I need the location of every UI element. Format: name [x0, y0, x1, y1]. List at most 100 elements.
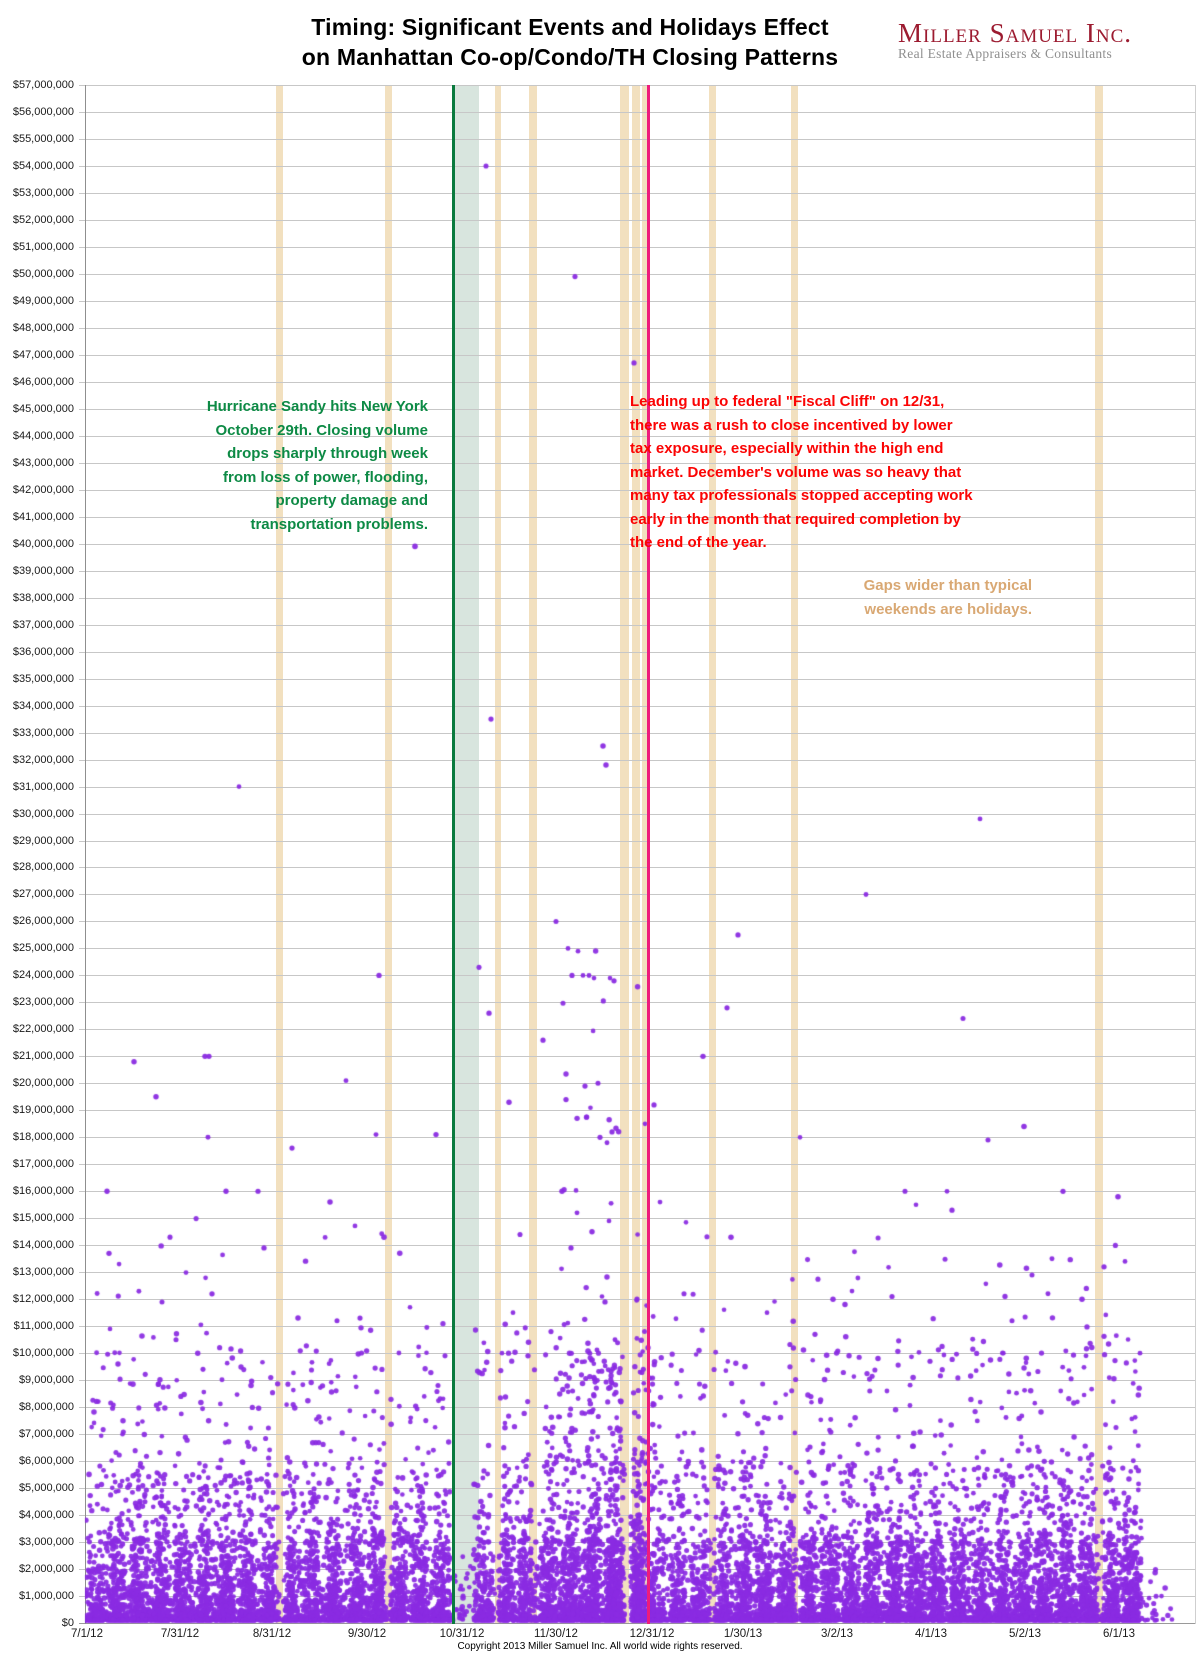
y-tick-label: $41,000,000: [12, 510, 74, 523]
hurricane-sandy-annotation: Hurricane Sandy hits New York October 29…: [206, 398, 428, 533]
gridline: [79, 705, 1196, 707]
memorial-day-holiday-band: [1095, 85, 1103, 1624]
y-tick-label: $11,000,000: [13, 1320, 74, 1333]
y-tick-label: $47,000,000: [12, 348, 74, 361]
gridline: [79, 1488, 1196, 1490]
gridline: [79, 1434, 1196, 1436]
gridline: [79, 1029, 1196, 1031]
y-tick-label: $42,000,000: [12, 483, 74, 496]
y-tick-label: $49,000,000: [12, 294, 74, 307]
gridline: [79, 1110, 1196, 1112]
christmas-holiday-band: [620, 85, 629, 1624]
hurricane-sandy-week-band: [455, 85, 479, 1624]
y-tick-label: $24,000,000: [12, 969, 74, 982]
y-tick-label: $30,000,000: [12, 807, 74, 820]
gridline: [79, 1326, 1196, 1328]
y-tick-label: $52,000,000: [12, 213, 74, 226]
y-tick-label: $17,000,000: [12, 1158, 74, 1171]
gridline: [79, 1137, 1196, 1139]
y-tick-label: $31,000,000: [12, 780, 74, 793]
y-tick-label: $57,000,000: [12, 79, 74, 91]
y-tick-label: $33,000,000: [12, 726, 74, 739]
y-tick-label: $19,000,000: [12, 1104, 74, 1117]
holiday-gaps-annotation: Gaps wider than typical weekends are hol…: [863, 577, 1032, 618]
gridline: [79, 1353, 1196, 1355]
y-tick-label: $54,000,000: [12, 159, 74, 172]
y-tick-label: $38,000,000: [12, 591, 74, 604]
gridline: [79, 948, 1196, 950]
y-tick-label: $45,000,000: [12, 402, 74, 415]
gridline: [79, 165, 1196, 167]
y-tick-label: $53,000,000: [12, 186, 74, 199]
x-tick-label: 1/30/13: [723, 1628, 763, 1640]
y-tick-label: $9,000,000: [18, 1374, 74, 1387]
gridline: [79, 381, 1196, 383]
gridline: [79, 732, 1196, 734]
y-tick-label: $4,000,000: [18, 1509, 74, 1522]
gridline: [79, 1056, 1196, 1058]
y-tick-label: $35,000,000: [12, 672, 74, 685]
gridline: [79, 840, 1196, 842]
y-tick-label: $32,000,000: [12, 753, 74, 766]
gridline: [79, 867, 1196, 869]
y-tick-label: $10,000,000: [12, 1347, 74, 1360]
y-tick-label: $14,000,000: [12, 1239, 74, 1252]
fiscal-cliff-date-line: [647, 85, 650, 1624]
gridline: [79, 1272, 1196, 1274]
hurricane-sandy-date-line: [452, 85, 455, 1624]
gridline: [79, 85, 1196, 86]
x-tick-label: 5/2/13: [1009, 1628, 1041, 1640]
gridline: [79, 1569, 1196, 1571]
gridline: [79, 759, 1196, 761]
x-tick-label: 4/1/13: [915, 1628, 947, 1640]
y-tick-label: $48,000,000: [12, 321, 74, 334]
new-years-weekend-holiday-band: [632, 85, 640, 1624]
gridline: [79, 1623, 1196, 1624]
y-tick-label: $2,000,000: [18, 1563, 74, 1576]
y-tick-label: $8,000,000: [18, 1401, 74, 1414]
gridline: [79, 975, 1196, 977]
gridline: [79, 1515, 1196, 1517]
gridline: [79, 1299, 1196, 1301]
gridline: [79, 651, 1196, 653]
y-tick-label: $3,000,000: [18, 1536, 74, 1549]
y-tick-label: $12,000,000: [12, 1293, 74, 1306]
x-tick-label: 10/31/12: [439, 1628, 485, 1640]
y-tick-label: $40,000,000: [12, 537, 74, 550]
y-tick-label: $46,000,000: [12, 375, 74, 388]
y-tick-label: $15,000,000: [12, 1212, 74, 1225]
gridline: [79, 813, 1196, 815]
gridline: [79, 1218, 1196, 1220]
presidents-day-holiday-band: [791, 85, 798, 1624]
gridline: [79, 300, 1196, 302]
x-tick-label: 8/31/12: [252, 1628, 292, 1640]
y-tick-label: $6,000,000: [18, 1455, 74, 1468]
x-tick-label: 7/1/12: [71, 1628, 103, 1640]
labor-day-holiday-band: [276, 85, 283, 1624]
gridline: [79, 1407, 1196, 1409]
y-tick-label: $34,000,000: [12, 699, 74, 712]
y-tick-label: $5,000,000: [18, 1482, 74, 1495]
gridline: [79, 354, 1196, 356]
gridline: [79, 138, 1196, 140]
y-tick-label: $22,000,000: [12, 1023, 74, 1036]
gridline: [79, 921, 1196, 923]
gridline: [79, 1380, 1196, 1382]
y-tick-label: $36,000,000: [12, 645, 74, 658]
y-tick-label: $26,000,000: [12, 915, 74, 928]
y-tick-label: $43,000,000: [12, 456, 74, 469]
gridline: [79, 1596, 1196, 1598]
y-axis-line: [85, 85, 86, 1624]
y-tick-label: $55,000,000: [12, 132, 74, 145]
gridline: [79, 327, 1196, 329]
y-tick-label: $20,000,000: [12, 1077, 74, 1090]
y-tick-label: $18,000,000: [12, 1131, 74, 1144]
gridline: [79, 1245, 1196, 1247]
x-tick-label: 11/30/12: [534, 1628, 578, 1640]
y-tick-label: $37,000,000: [12, 618, 74, 631]
columbus-day-holiday-band: [385, 85, 392, 1624]
gridline: [79, 246, 1196, 248]
gridline: [79, 219, 1196, 221]
